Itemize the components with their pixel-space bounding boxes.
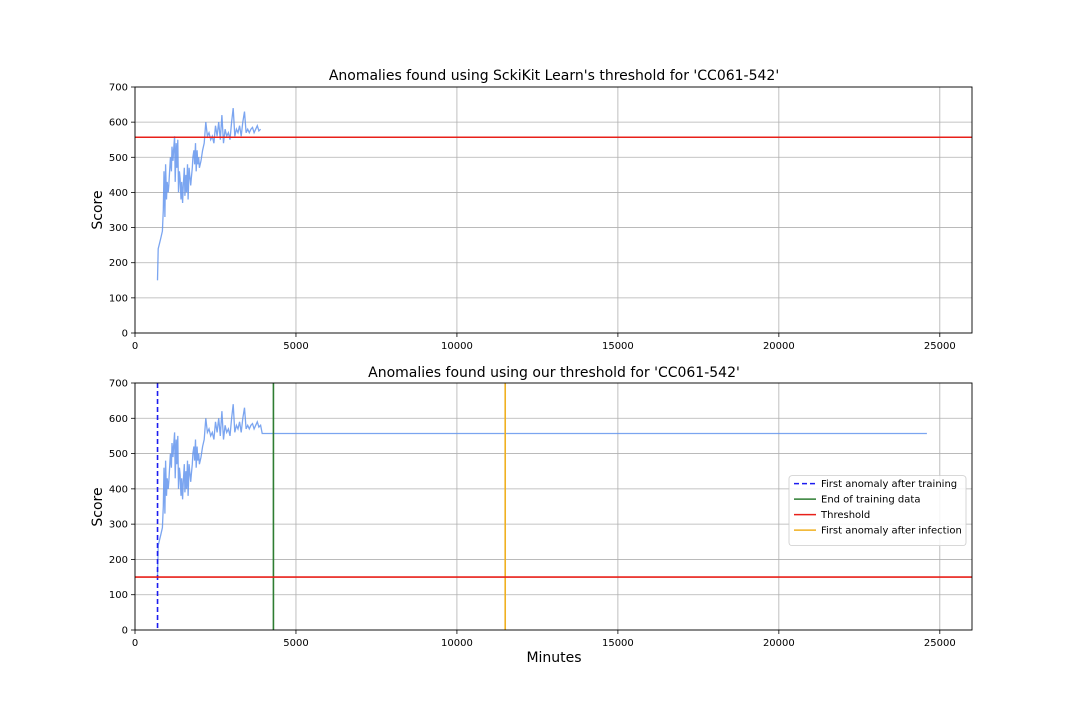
bottom-y-tick-label: 100 bbox=[109, 590, 128, 601]
top-y-tick-label: 300 bbox=[109, 223, 128, 234]
legend: First anomaly after training End of train… bbox=[788, 475, 967, 547]
legend-label: First anomaly after infection bbox=[821, 526, 962, 537]
top-y-tick-label: 400 bbox=[109, 188, 128, 199]
top-y-axis-label: Score bbox=[90, 190, 106, 229]
bottom-x-tick-label: 20000 bbox=[763, 638, 795, 649]
bottom-x-tick-label: 5000 bbox=[283, 638, 308, 649]
bottom-x-tick-label: 25000 bbox=[924, 638, 956, 649]
bottom-subplot: Anomalies found using our threshold for … bbox=[90, 365, 973, 666]
bottom-y-tick-label: 300 bbox=[109, 520, 128, 531]
top-x-tick-label: 5000 bbox=[283, 341, 308, 352]
bottom-chart-title: Anomalies found using our threshold for … bbox=[368, 365, 740, 381]
bottom-y-tick-label: 200 bbox=[109, 555, 128, 566]
top-x-tick-label: 10000 bbox=[441, 341, 473, 352]
top-series-line bbox=[156, 108, 262, 281]
top-subplot: Anomalies found using SckiKit Learn's th… bbox=[90, 68, 973, 352]
top-x-tick-label: 15000 bbox=[602, 341, 634, 352]
top-chart-title: Anomalies found using SckiKit Learn's th… bbox=[329, 68, 779, 84]
legend-label: End of training data bbox=[821, 495, 920, 506]
top-y-tick-label: 500 bbox=[109, 153, 128, 164]
top-x-tick-label: 20000 bbox=[763, 341, 795, 352]
top-y-tick-label: 200 bbox=[109, 258, 128, 269]
top-y-tick-label: 0 bbox=[122, 329, 128, 340]
bottom-y-tick-label: 500 bbox=[109, 449, 128, 460]
top-x-tick-label: 25000 bbox=[924, 341, 956, 352]
bottom-series-line bbox=[156, 404, 927, 578]
bottom-axes-frame bbox=[134, 382, 973, 631]
bottom-x-tick-label: 15000 bbox=[602, 638, 634, 649]
bottom-y-tick-label: 700 bbox=[109, 379, 128, 390]
bottom-y-tick-label: 0 bbox=[122, 626, 128, 637]
bottom-x-tick-label: 10000 bbox=[441, 638, 473, 649]
bottom-x-tick-label: 0 bbox=[132, 638, 138, 649]
bottom-y-axis-label: Score bbox=[90, 487, 106, 526]
top-x-tick-label: 0 bbox=[132, 341, 138, 352]
top-y-tick-label: 600 bbox=[109, 118, 128, 129]
top-axes-frame bbox=[134, 86, 973, 334]
legend-label: First anomaly after training bbox=[821, 479, 957, 490]
legend-label: Threshold bbox=[820, 510, 870, 521]
legend-box bbox=[788, 475, 967, 547]
top-y-tick-label: 100 bbox=[109, 293, 128, 304]
bottom-x-axis-label: Minutes bbox=[526, 650, 581, 666]
top-y-tick-label: 700 bbox=[109, 83, 128, 94]
bottom-y-tick-label: 600 bbox=[109, 414, 128, 425]
bottom-y-tick-label: 400 bbox=[109, 484, 128, 495]
